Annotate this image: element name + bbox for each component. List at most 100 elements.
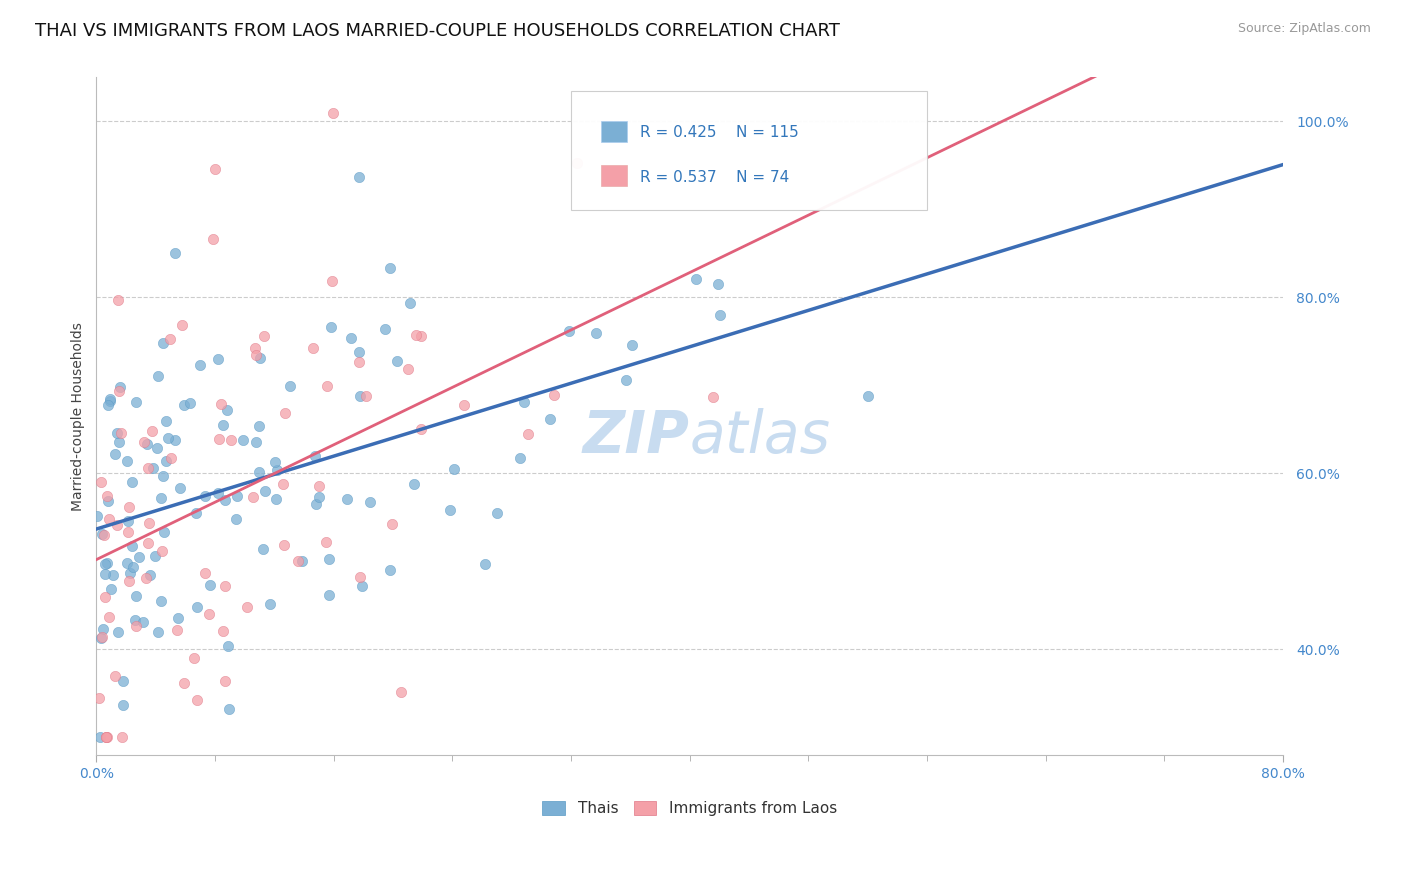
Point <box>112 698 135 712</box>
Point <box>405 327 427 342</box>
Point <box>96 730 118 744</box>
Point <box>349 570 371 584</box>
Point <box>98 610 121 624</box>
Point <box>202 232 225 246</box>
Point <box>585 326 607 340</box>
Point <box>186 692 208 706</box>
Point <box>236 599 259 614</box>
Point <box>173 398 195 412</box>
Point <box>197 607 219 622</box>
Point <box>94 557 117 571</box>
Point <box>350 579 373 593</box>
Point <box>709 308 731 322</box>
Point <box>166 623 188 637</box>
Point <box>108 380 131 394</box>
Point <box>266 463 288 477</box>
Point <box>252 541 274 556</box>
Point <box>565 156 588 170</box>
Point <box>322 105 344 120</box>
Text: Source: ZipAtlas.com: Source: ZipAtlas.com <box>1237 22 1371 36</box>
Point <box>146 368 169 383</box>
Point <box>194 490 217 504</box>
Point <box>217 639 239 653</box>
Point <box>96 730 118 744</box>
Point <box>409 329 432 343</box>
Point <box>121 475 143 490</box>
Point <box>183 650 205 665</box>
FancyBboxPatch shape <box>600 121 627 142</box>
Point <box>302 341 325 355</box>
Point <box>321 274 343 288</box>
Point <box>215 402 238 417</box>
Point <box>558 325 581 339</box>
Point <box>132 435 155 450</box>
Point <box>101 568 124 582</box>
Point <box>94 591 117 605</box>
Point <box>131 615 153 629</box>
Point <box>135 571 157 585</box>
Point <box>249 351 271 366</box>
Point <box>374 322 396 336</box>
Point <box>184 506 207 520</box>
Point <box>266 492 288 507</box>
Point <box>89 730 111 744</box>
Point <box>136 461 159 475</box>
Point <box>340 330 363 344</box>
Point <box>125 589 148 603</box>
Point <box>538 412 561 426</box>
Point <box>359 494 381 508</box>
Point <box>138 516 160 530</box>
Text: ZIP: ZIP <box>583 408 690 465</box>
Point <box>509 451 531 466</box>
Point <box>91 526 114 541</box>
Point <box>399 296 422 310</box>
Point <box>245 348 267 362</box>
Point <box>105 517 128 532</box>
Point <box>115 454 138 468</box>
Point <box>543 388 565 402</box>
Point <box>614 373 637 387</box>
Point <box>404 477 426 491</box>
Point <box>138 567 160 582</box>
Point <box>98 394 121 409</box>
Text: atlas: atlas <box>690 408 831 465</box>
Point <box>97 398 120 412</box>
Point <box>336 492 359 507</box>
Point <box>121 559 143 574</box>
Point <box>111 730 134 744</box>
Point <box>93 567 115 582</box>
Point <box>98 512 121 526</box>
Point <box>105 425 128 440</box>
Point <box>166 611 188 625</box>
Point <box>108 384 131 398</box>
Point <box>146 441 169 455</box>
Point <box>207 486 229 500</box>
Text: R = 0.425    N = 115: R = 0.425 N = 115 <box>640 126 799 140</box>
Point <box>347 355 370 369</box>
Point <box>104 447 127 461</box>
Point <box>443 462 465 476</box>
Point <box>308 478 330 492</box>
Point <box>152 336 174 351</box>
Point <box>512 395 534 409</box>
Point <box>273 406 295 420</box>
Point <box>318 552 340 566</box>
Point <box>90 475 112 490</box>
Point <box>115 556 138 570</box>
Point <box>316 378 339 392</box>
Point <box>128 549 150 564</box>
Point <box>856 389 879 403</box>
Point <box>232 433 254 447</box>
Point <box>308 490 330 504</box>
Point <box>179 396 201 410</box>
Point <box>214 493 236 508</box>
Point <box>136 437 159 451</box>
Point <box>243 342 266 356</box>
Point <box>121 539 143 553</box>
Legend: Thais, Immigrants from Laos: Thais, Immigrants from Laos <box>536 796 844 822</box>
Point <box>212 624 235 639</box>
Point <box>356 389 378 403</box>
Point <box>253 483 276 498</box>
Point <box>169 481 191 495</box>
Point <box>117 514 139 528</box>
